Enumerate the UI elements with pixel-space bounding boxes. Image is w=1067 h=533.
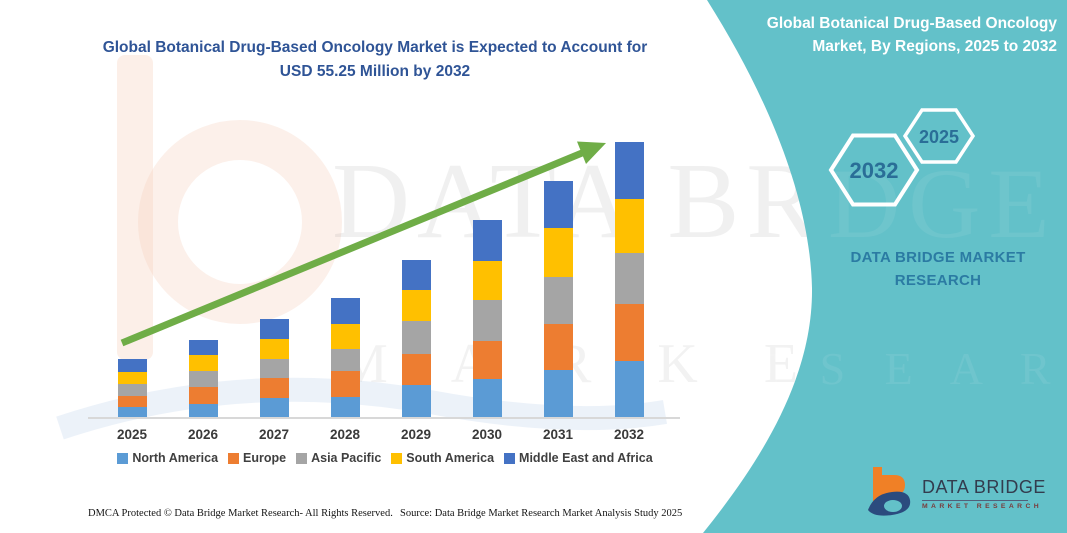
bar-segment xyxy=(543,181,573,228)
year-label: 2028 xyxy=(329,427,361,442)
bar-segment xyxy=(614,360,644,418)
legend-swatch xyxy=(391,452,403,464)
bar-segment xyxy=(472,379,502,418)
legend-swatch xyxy=(117,452,129,464)
bar-segment xyxy=(614,198,644,254)
legend-item: South America xyxy=(391,451,494,465)
data-bridge-logo-icon xyxy=(868,467,911,516)
logo-divider xyxy=(922,499,1028,501)
bar-segment xyxy=(117,406,147,418)
bar-2030 xyxy=(472,220,502,418)
bars-layer xyxy=(90,130,680,418)
bar-segment xyxy=(472,300,502,341)
bar-segment xyxy=(330,298,360,324)
hexagon-2032 xyxy=(828,133,920,207)
bar-2031 xyxy=(543,181,573,418)
hexagon-2025 xyxy=(902,108,976,164)
bar-segment xyxy=(401,353,431,385)
bar-segment xyxy=(401,289,431,322)
bar-segment xyxy=(188,403,218,418)
bar-segment xyxy=(614,142,644,199)
bar-segment xyxy=(117,359,147,372)
bar-segment xyxy=(117,395,147,407)
bar-segment xyxy=(117,384,147,396)
bar-2028 xyxy=(330,298,360,418)
bar-segment xyxy=(117,371,147,385)
hexagon-2032-label: 2032 xyxy=(850,158,899,183)
bar-segment xyxy=(188,370,218,388)
logo-swoosh-hole xyxy=(884,500,902,512)
bar-segment xyxy=(188,355,218,371)
bar-segment xyxy=(330,370,360,397)
bar-segment xyxy=(543,276,573,324)
bar-2029 xyxy=(401,259,431,418)
legend-label: Middle East and Africa xyxy=(519,451,653,465)
legend-swatch xyxy=(296,452,308,464)
legend: North America Europe Asia Pacific South Ame… xyxy=(88,451,682,465)
legend-swatch xyxy=(228,452,240,464)
bar-2032 xyxy=(614,142,644,418)
year-label: 2030 xyxy=(471,427,503,442)
bar-2026 xyxy=(188,340,218,418)
teal-panel-path xyxy=(703,0,1067,533)
bar-segment xyxy=(543,323,573,371)
bar-segment xyxy=(543,370,573,418)
logo-stem xyxy=(873,467,882,501)
brand-wordmark: DATA BRIDGE MARKET RESEARCH xyxy=(850,249,1026,290)
hexagon-2025-label: 2025 xyxy=(919,127,959,147)
bar-segment xyxy=(401,259,431,290)
bar-segment xyxy=(188,340,218,356)
chart-title: Global Botanical Drug-Based Oncology Mar… xyxy=(102,39,648,81)
legend-swatch xyxy=(504,452,516,464)
legend-label: North America xyxy=(132,451,219,465)
legend-label: Europe xyxy=(243,451,287,465)
bar-segment xyxy=(614,304,644,361)
bar-segment xyxy=(401,321,431,354)
bar-segment xyxy=(259,378,289,399)
logo-name: DATA BRIDGE xyxy=(922,477,1046,498)
bar-segment xyxy=(543,227,573,277)
bar-2025 xyxy=(117,359,147,418)
year-label: 2026 xyxy=(187,427,219,442)
panel-watermark-fragment-2: E S E A R C H xyxy=(752,343,1067,394)
bar-segment xyxy=(188,387,218,404)
bar-2027 xyxy=(259,319,289,418)
legend-item: Middle East and Africa xyxy=(504,451,653,465)
bar-segment xyxy=(259,398,289,418)
legend-label: South America xyxy=(406,451,495,465)
legend-item: North America xyxy=(117,451,218,465)
year-label: 2029 xyxy=(400,427,432,442)
panel-title: Global Botanical Drug-Based Oncology Mar… xyxy=(766,15,1057,56)
bar-segment xyxy=(330,323,360,350)
bar-segment xyxy=(330,396,360,418)
year-label: 2031 xyxy=(542,427,574,442)
legend-label: Asia Pacific xyxy=(311,451,382,465)
logo-subtitle: MARKET RESEARCH xyxy=(922,502,1043,510)
bar-segment xyxy=(472,220,502,261)
year-hexagons: 2025 2032 xyxy=(828,108,976,207)
year-label: 2027 xyxy=(258,427,290,442)
legend-item: Asia Pacific xyxy=(296,451,381,465)
footer-dmca-text: DMCA Protected © Data Bridge Market Rese… xyxy=(88,508,393,519)
bar-segment xyxy=(330,349,360,371)
bar-segment xyxy=(472,340,502,380)
bar-segment xyxy=(614,253,644,305)
year-labels: 2025 2026 2027 2028 2029 2030 2031 2032 xyxy=(90,427,680,445)
bar-segment xyxy=(259,319,289,339)
brand-logo: DATA BRIDGE MARKET RESEARCH xyxy=(866,466,1046,522)
bar-segment xyxy=(472,260,502,301)
footer-source-text: Source: Data Bridge Market Research Mark… xyxy=(400,508,683,519)
year-label: 2032 xyxy=(613,427,645,442)
bar-segment xyxy=(259,358,289,379)
bar-segment xyxy=(259,338,289,359)
year-label: 2025 xyxy=(116,427,148,442)
x-axis-line xyxy=(88,417,680,419)
logo-flag xyxy=(882,475,905,495)
legend-item: Europe xyxy=(228,451,286,465)
bar-segment xyxy=(401,384,431,418)
